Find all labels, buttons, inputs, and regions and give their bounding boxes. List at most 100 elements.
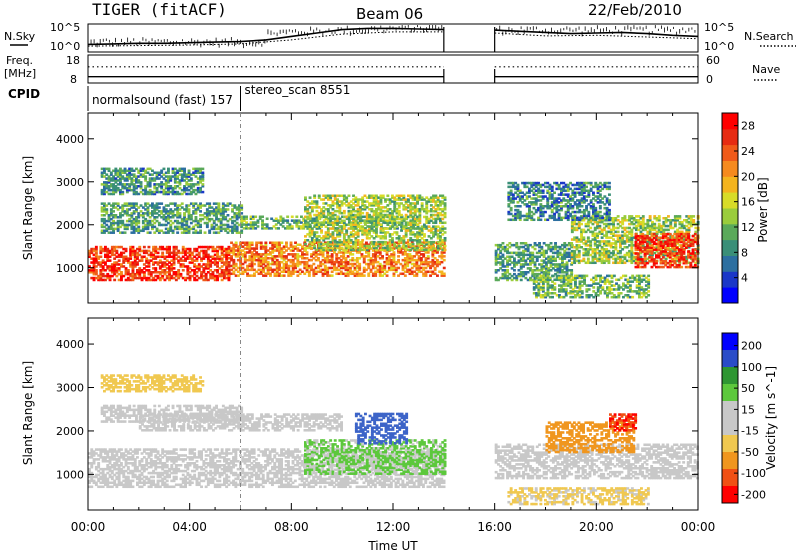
heatmap-cell: [280, 253, 284, 256]
heatmap-cell: [105, 219, 109, 223]
heatmap-cell: [278, 268, 281, 272]
heatmap-cell: [259, 253, 263, 256]
heatmap-cell: [216, 253, 219, 257]
heatmap-cell: [426, 262, 430, 266]
heatmap-cell: [180, 179, 184, 182]
heatmap-cell: [136, 263, 139, 266]
heatmap-cell: [174, 253, 178, 257]
heatmap-cell: [347, 194, 351, 198]
heatmap-cell: [358, 274, 362, 277]
heatmap-cell: [262, 258, 265, 262]
heatmap-cell: [112, 175, 115, 178]
heatmap-cell: [129, 249, 133, 253]
heatmap-cell: [407, 221, 410, 225]
heatmap-cell: [370, 219, 374, 223]
heatmap-cell: [386, 209, 390, 213]
heatmap-cell: [281, 221, 285, 224]
heatmap-cell: [212, 221, 216, 225]
heatmap-cell: [261, 219, 264, 222]
heatmap-cell: [441, 227, 445, 230]
heatmap-cell: [180, 173, 184, 176]
heatmap-cell: [193, 272, 197, 276]
heatmap-cell: [137, 181, 141, 184]
heatmap-cell: [240, 225, 244, 229]
heatmap-cell: [372, 204, 376, 207]
heatmap-cell: [417, 245, 421, 248]
heatmap-cell: [582, 242, 586, 245]
heatmap-cell: [335, 258, 339, 262]
heatmap-cell: [140, 255, 144, 259]
heatmap-cell: [542, 242, 546, 245]
heatmap-cell: [147, 263, 151, 266]
heatmap-cell: [497, 269, 500, 272]
heatmap-cell: [167, 177, 170, 180]
heatmap-cell: [370, 227, 374, 230]
heatmap-cell: [99, 265, 103, 268]
heatmap-cell: [411, 233, 415, 236]
heatmap-cell: [133, 274, 137, 278]
heatmap-cell: [274, 227, 278, 230]
heatmap-cell: [231, 204, 234, 207]
heatmap-cell: [103, 214, 106, 217]
heatmap-cell: [152, 257, 155, 260]
heatmap-cell: [542, 255, 546, 259]
heatmap-cell: [393, 221, 397, 225]
heatmap-cell: [335, 255, 339, 258]
heatmap-cell: [218, 272, 222, 276]
heatmap-cell: [231, 216, 234, 219]
heatmap-cell: [164, 183, 168, 186]
heatmap-cell: [361, 239, 365, 242]
heatmap-cell: [130, 214, 134, 217]
heatmap-cell: [163, 271, 167, 274]
heatmap-cell: [630, 246, 634, 249]
heatmap-cell: [329, 221, 333, 225]
heatmap-cell: [329, 227, 333, 230]
heatmap-cell: [130, 227, 134, 231]
heatmap-cell: [249, 215, 253, 219]
heatmap-cell: [397, 243, 400, 247]
heatmap-cell: [228, 225, 232, 229]
heatmap-cell: [187, 210, 191, 213]
heatmap-cell: [230, 241, 233, 245]
heatmap-cell: [215, 212, 218, 215]
cpid-segment-label: stereo_scan 8551: [245, 83, 351, 97]
heatmap-cell: [371, 274, 375, 277]
heatmap-cell: [181, 263, 185, 266]
heatmap-cell: [370, 223, 374, 226]
heatmap-cell: [324, 242, 328, 246]
heatmap-cell: [213, 257, 217, 260]
heatmap-cell: [194, 208, 198, 211]
heatmap-cell: [132, 173, 136, 176]
heatmap-cell: [241, 272, 245, 276]
heatmap-cell: [144, 179, 148, 182]
heatmap-cell: [545, 271, 548, 274]
heatmap-cell: [390, 264, 394, 268]
heatmap-cell: [619, 261, 622, 265]
heatmap-cell: [204, 251, 208, 255]
heatmap-cell: [109, 208, 113, 211]
heatmap-cell: [113, 249, 117, 253]
heatmap-cell: [112, 214, 115, 217]
heatmap-cell: [228, 229, 232, 233]
heatmap-cell: [499, 261, 503, 264]
heatmap-cell: [185, 204, 189, 207]
heatmap-cell: [130, 202, 134, 205]
heatmap-cell: [412, 227, 415, 230]
heatmap-cell: [375, 213, 378, 217]
heatmap-cell: [355, 266, 359, 270]
heatmap-cell: [162, 183, 166, 186]
heatmap-cell: [205, 212, 209, 215]
heatmap-cell: [549, 249, 553, 253]
heatmap-cell: [259, 245, 263, 248]
heatmap-cell: [513, 243, 516, 247]
heatmap-cell: [591, 259, 595, 263]
heatmap-cell: [317, 253, 320, 256]
heatmap-cell: [170, 251, 174, 255]
heatmap-cell: [356, 225, 360, 228]
heatmap-cell: [273, 257, 277, 260]
heatmap-cell: [301, 270, 304, 274]
heatmap-cell: [418, 235, 422, 238]
heatmap-cell: [315, 248, 319, 252]
heatmap-cell: [337, 268, 341, 272]
heatmap-cell: [593, 226, 597, 230]
